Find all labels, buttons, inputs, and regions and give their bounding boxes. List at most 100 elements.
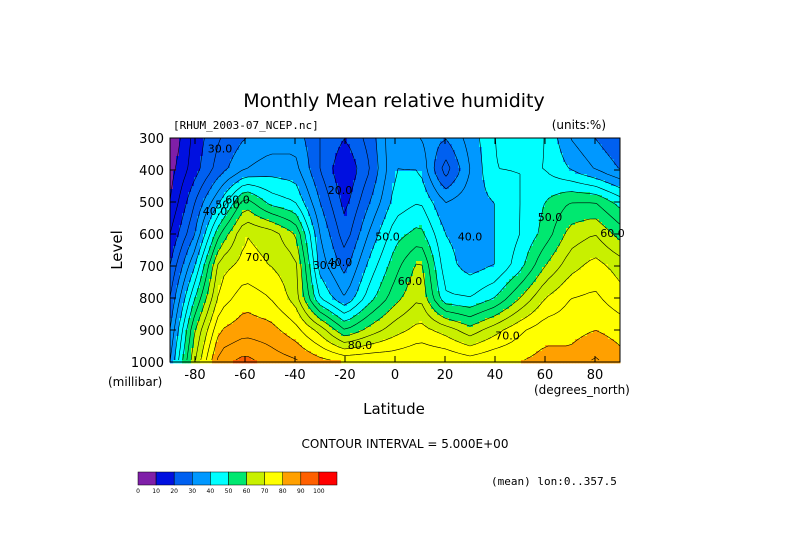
field-cell <box>524 201 528 205</box>
field-cell <box>470 225 474 229</box>
field-cell <box>422 234 426 238</box>
field-cell <box>332 228 336 232</box>
field-cell <box>569 204 573 208</box>
field-cell <box>329 183 333 187</box>
field-cell <box>242 207 246 211</box>
field-cell <box>614 201 618 205</box>
field-cell <box>416 231 420 235</box>
field-cell <box>527 192 531 196</box>
field-cell <box>473 144 477 148</box>
field-cell <box>263 225 267 229</box>
field-cell <box>254 180 258 184</box>
field-cell <box>317 177 321 181</box>
field-cell <box>407 156 411 160</box>
field-cell <box>497 210 501 214</box>
field-cell <box>257 201 261 205</box>
field-cell <box>425 171 429 175</box>
field-cell <box>551 222 555 226</box>
field-cell <box>425 198 429 202</box>
field-cell <box>179 204 183 208</box>
field-cell <box>359 186 363 190</box>
field-cell <box>278 156 282 160</box>
field-cell <box>554 204 558 208</box>
field-cell <box>434 198 438 202</box>
field-cell <box>461 195 465 199</box>
field-cell <box>551 210 555 214</box>
field-cell <box>287 171 291 175</box>
field-cell <box>575 168 579 172</box>
field-cell <box>179 144 183 148</box>
field-cell <box>233 219 237 223</box>
field-cell <box>506 222 510 226</box>
field-cell <box>269 198 273 202</box>
field-cell <box>530 171 534 175</box>
field-cell <box>182 225 186 229</box>
field-cell <box>353 195 357 199</box>
field-cell <box>473 231 477 235</box>
field-cell <box>491 198 495 202</box>
field-cell <box>563 180 567 184</box>
field-cell <box>458 219 462 223</box>
field-cell <box>245 216 249 220</box>
field-cell <box>269 204 273 208</box>
field-cell <box>467 171 471 175</box>
field-cell <box>266 153 270 157</box>
field-cell <box>284 180 288 184</box>
field-cell <box>227 150 231 154</box>
field-cell <box>239 183 243 187</box>
field-cell <box>500 168 504 172</box>
field-cell <box>515 198 519 202</box>
field-cell <box>296 138 300 142</box>
field-cell <box>416 207 420 211</box>
field-cell <box>368 207 372 211</box>
field-cell <box>569 225 573 229</box>
field-cell <box>263 219 267 223</box>
field-cell <box>332 183 336 187</box>
field-cell <box>425 234 429 238</box>
field-cell <box>371 207 375 211</box>
field-cell <box>563 216 567 220</box>
field-cell <box>203 186 207 190</box>
field-cell <box>563 228 567 232</box>
field-cell <box>317 141 321 145</box>
field-cell <box>170 201 174 205</box>
field-cell <box>317 228 321 232</box>
field-cell <box>323 153 327 157</box>
field-cell <box>320 165 324 169</box>
field-cell <box>176 180 180 184</box>
field-cell <box>569 198 573 202</box>
field-cell <box>326 165 330 169</box>
field-cell <box>293 180 297 184</box>
field-cell <box>485 216 489 220</box>
field-cell <box>257 144 261 148</box>
field-cell <box>227 192 231 196</box>
field-cell <box>320 141 324 145</box>
field-cell <box>260 147 264 151</box>
field-cell <box>170 156 174 160</box>
field-cell <box>485 159 489 163</box>
field-cell <box>440 177 444 181</box>
field-cell <box>245 228 249 232</box>
field-cell <box>254 174 258 178</box>
field-cell <box>371 210 375 214</box>
field-cell <box>338 144 342 148</box>
field-cell <box>560 180 564 184</box>
field-cell <box>440 150 444 154</box>
field-cell <box>284 165 288 169</box>
field-cell <box>248 174 252 178</box>
field-cell <box>443 225 447 229</box>
field-cell <box>476 156 480 160</box>
field-cell <box>191 213 195 217</box>
field-cell <box>515 141 519 145</box>
field-cell <box>401 225 405 229</box>
field-cell <box>452 156 456 160</box>
field-cell <box>314 147 318 151</box>
field-cell <box>383 210 387 214</box>
field-cell <box>218 147 222 151</box>
field-cell <box>473 174 477 178</box>
field-cell <box>605 198 609 202</box>
field-cell <box>584 189 588 193</box>
field-cell <box>218 192 222 196</box>
field-cell <box>587 210 591 214</box>
field-cell <box>182 150 186 154</box>
